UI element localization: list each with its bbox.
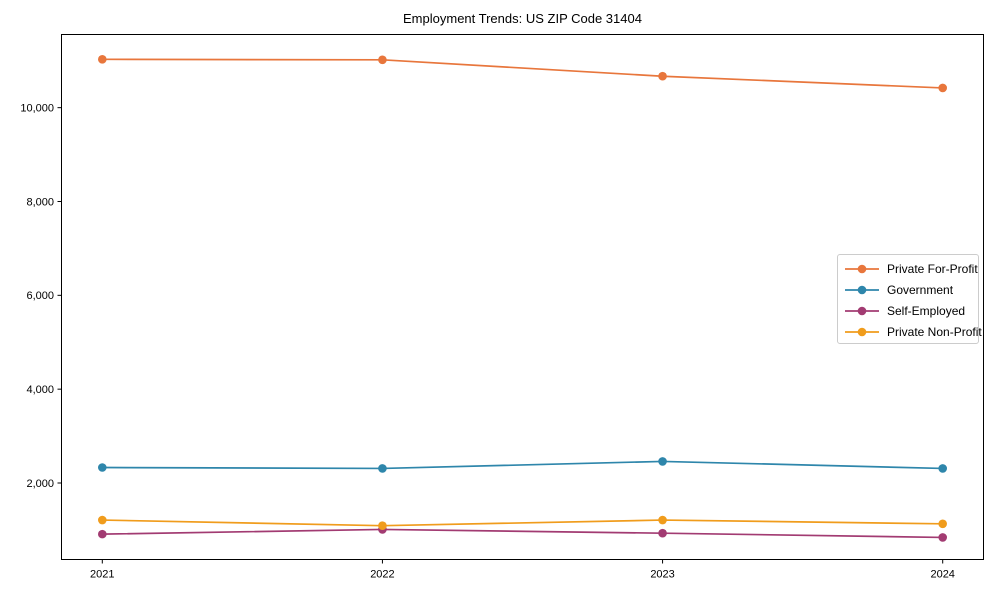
data-point-private-non-profit-2024 xyxy=(938,519,947,529)
legend-item-private-for-profit: Private For-Profit xyxy=(844,258,978,279)
data-point-self-employed-2023 xyxy=(658,528,667,538)
series-line-government xyxy=(101,460,944,470)
series-line-self-employed xyxy=(101,528,944,539)
data-point-government-2024 xyxy=(938,464,947,473)
chart-title: Employment Trends: US ZIP Code 31404 xyxy=(403,11,642,26)
legend-label: Private For-Profit xyxy=(887,261,978,276)
legend-marker-icon xyxy=(845,264,879,273)
legend-label: Government xyxy=(887,282,954,297)
data-point-self-employed-2021 xyxy=(98,529,107,539)
series-line-private-non-profit xyxy=(101,519,944,527)
legend-label: Self-Employed xyxy=(887,303,966,318)
legend-item-private-non-profit: Private Non-Profit xyxy=(844,321,982,342)
data-point-government-2021 xyxy=(98,463,107,472)
data-point-government-2022 xyxy=(378,464,387,473)
legend-marker-icon xyxy=(845,327,879,336)
y-tick-label: 8,000 xyxy=(26,196,54,208)
data-point-private-for-profit-2022 xyxy=(378,55,387,65)
legend-marker-icon xyxy=(845,306,879,315)
y-tick-label: 6,000 xyxy=(26,290,54,302)
legend-label: Private Non-Profit xyxy=(887,324,982,339)
x-tick-label: 2024 xyxy=(930,569,954,581)
y-tick-label: 2,000 xyxy=(26,478,54,490)
y-tick-label: 10,000 xyxy=(20,102,54,114)
y-tick-label: 4,000 xyxy=(26,384,54,396)
legend: Private For-Profit Government Self-Employe… xyxy=(837,254,982,344)
plot-frame xyxy=(61,34,984,560)
data-point-private-for-profit-2024 xyxy=(938,83,947,93)
data-point-government-2023 xyxy=(658,457,667,466)
legend-item-government: Government xyxy=(844,279,978,300)
series-line-private-for-profit xyxy=(101,58,944,89)
data-point-private-for-profit-2023 xyxy=(658,71,667,81)
x-tick-label: 2022 xyxy=(370,569,394,581)
data-point-private-non-profit-2021 xyxy=(98,515,107,525)
legend-marker-icon xyxy=(845,285,879,294)
data-point-self-employed-2024 xyxy=(938,533,947,542)
data-point-private-for-profit-2021 xyxy=(98,55,107,64)
x-tick-label: 2023 xyxy=(650,569,674,581)
data-point-private-non-profit-2023 xyxy=(658,515,667,525)
data-point-private-non-profit-2022 xyxy=(378,521,387,530)
x-tick-label: 2021 xyxy=(90,569,114,581)
legend-item-self-employed: Self-Employed xyxy=(844,300,978,321)
